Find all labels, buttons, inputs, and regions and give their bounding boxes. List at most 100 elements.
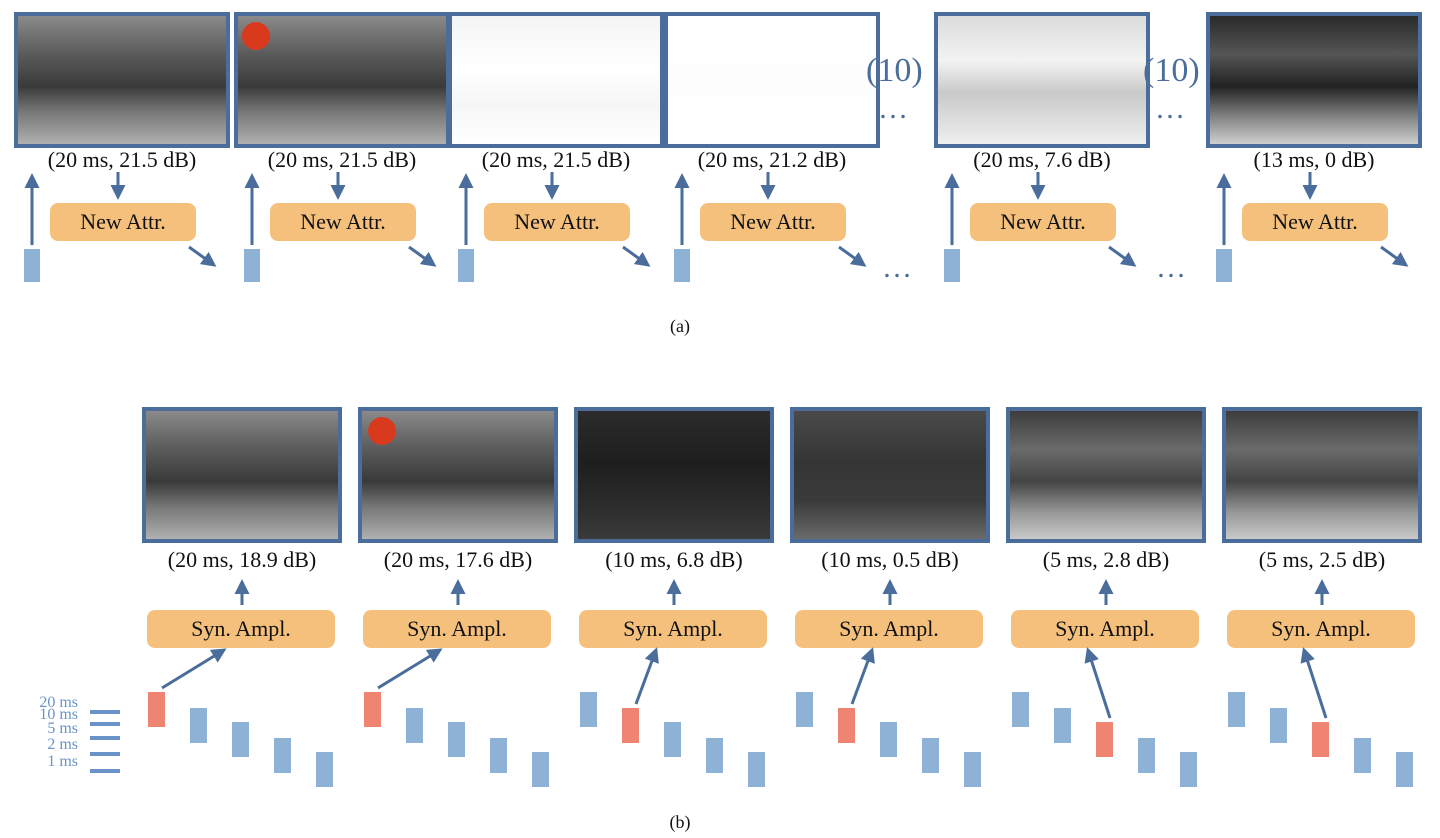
exposure-bar bbox=[1180, 752, 1197, 787]
frame-caption: (20 ms, 21.5 dB) bbox=[47, 147, 197, 172]
frame-image bbox=[1206, 12, 1422, 148]
exposure-bar bbox=[448, 722, 465, 757]
next-step-arrow bbox=[622, 245, 651, 267]
scene-image bbox=[146, 411, 338, 539]
ellipsis: … bbox=[1155, 92, 1188, 125]
scene-image bbox=[794, 411, 986, 539]
frame-caption: (20 ms, 21.5 dB) bbox=[267, 147, 417, 172]
exposure-bar bbox=[274, 738, 291, 773]
exposure-bar bbox=[964, 752, 981, 787]
frame-caption: (20 ms, 21.5 dB) bbox=[481, 147, 631, 172]
exposure-scale-label: 20 ms bbox=[39, 694, 78, 711]
exposure-bar bbox=[748, 752, 765, 787]
exposure-scale-label: 5 ms bbox=[47, 720, 78, 737]
exposure-bar bbox=[232, 722, 249, 757]
new-attr-box: New Attr. bbox=[484, 203, 630, 241]
exposure-bar bbox=[1354, 738, 1371, 773]
exposure-scale-tick bbox=[90, 710, 120, 714]
scene-image bbox=[18, 16, 226, 144]
syn-ampl-box: Syn. Ampl. bbox=[363, 610, 551, 648]
frame-image bbox=[790, 407, 990, 543]
scene-image bbox=[668, 16, 876, 144]
frame-caption: (5 ms, 2.8 dB) bbox=[1042, 547, 1170, 572]
new-attr-box: New Attr. bbox=[1242, 203, 1388, 241]
exposure-bar bbox=[944, 249, 960, 282]
bar-to-box-arrow bbox=[634, 647, 659, 705]
exposure-scale-tick bbox=[90, 752, 120, 756]
exposure-bar bbox=[1228, 692, 1245, 727]
new-attr-box: New Attr. bbox=[700, 203, 846, 241]
scene-image bbox=[578, 411, 770, 539]
scene-image bbox=[938, 16, 1146, 144]
panel-b-label: (b) bbox=[669, 812, 691, 832]
exposure-scale-label: 1 ms bbox=[47, 753, 78, 770]
exposure-bar bbox=[1396, 752, 1413, 787]
bar-to-box-arrow bbox=[850, 647, 875, 705]
frame-image bbox=[358, 407, 558, 543]
scene-image bbox=[452, 16, 660, 144]
exposure-bar bbox=[532, 752, 549, 787]
exposure-scale-tick bbox=[90, 736, 120, 740]
exposure-bar bbox=[244, 249, 260, 282]
frame-image bbox=[234, 12, 450, 148]
bar-to-box-arrow bbox=[1300, 647, 1328, 719]
next-step-arrow bbox=[1380, 245, 1409, 267]
exposure-bar bbox=[922, 738, 939, 773]
syn-ampl-box: Syn. Ampl. bbox=[147, 610, 335, 648]
frame-caption: (10 ms, 0.5 dB) bbox=[821, 547, 959, 572]
selected-exposure-bar bbox=[1312, 722, 1329, 757]
marker-dot bbox=[368, 417, 396, 445]
exposure-bar bbox=[24, 249, 40, 282]
syn-ampl-box: Syn. Ampl. bbox=[1011, 610, 1199, 648]
exposure-bar bbox=[1012, 692, 1029, 727]
next-step-arrow bbox=[1108, 245, 1137, 267]
syn-ampl-box: Syn. Ampl. bbox=[579, 610, 767, 648]
exposure-bar bbox=[1270, 708, 1287, 743]
frame-caption: (10 ms, 6.8 dB) bbox=[605, 547, 743, 572]
frame-caption: (5 ms, 2.5 dB) bbox=[1258, 547, 1386, 572]
exposure-bar bbox=[1138, 738, 1155, 773]
ellipsis: … bbox=[1156, 251, 1189, 284]
exposure-bar bbox=[880, 722, 897, 757]
exposure-bar bbox=[664, 722, 681, 757]
exposure-bar bbox=[706, 738, 723, 773]
exposure-bar bbox=[1216, 249, 1232, 282]
next-step-arrow bbox=[408, 245, 437, 267]
selected-exposure-bar bbox=[148, 692, 165, 727]
repeat-count-label: (10) bbox=[866, 52, 923, 89]
frame-caption: (20 ms, 21.2 dB) bbox=[697, 147, 847, 172]
exposure-bar bbox=[458, 249, 474, 282]
exposure-scale-tick bbox=[90, 769, 120, 773]
frame-image bbox=[664, 12, 880, 148]
frame-caption: (20 ms, 17.6 dB) bbox=[383, 547, 533, 572]
exposure-bar bbox=[190, 708, 207, 743]
new-attr-box: New Attr. bbox=[270, 203, 416, 241]
next-step-arrow bbox=[838, 245, 867, 267]
frame-image bbox=[1222, 407, 1422, 543]
selected-exposure-bar bbox=[838, 708, 855, 743]
scene-image bbox=[238, 16, 446, 144]
frame-image bbox=[448, 12, 664, 148]
syn-ampl-box: Syn. Ampl. bbox=[1227, 610, 1415, 648]
new-attr-box: New Attr. bbox=[970, 203, 1116, 241]
new-attr-box: New Attr. bbox=[50, 203, 196, 241]
frame-image bbox=[1006, 407, 1206, 543]
exposure-bar bbox=[406, 708, 423, 743]
frame-image bbox=[14, 12, 230, 148]
frame-caption: (13 ms, 0 dB) bbox=[1253, 147, 1375, 172]
exposure-scale-label: 10 ms bbox=[39, 706, 78, 723]
selected-exposure-bar bbox=[1096, 722, 1113, 757]
frame-image bbox=[574, 407, 774, 543]
scene-image bbox=[1210, 16, 1418, 144]
selected-exposure-bar bbox=[622, 708, 639, 743]
exposure-bar bbox=[1054, 708, 1071, 743]
frame-image bbox=[142, 407, 342, 543]
bar-to-box-arrow bbox=[1084, 647, 1112, 719]
exposure-scale-label: 2 ms bbox=[47, 736, 78, 753]
exposure-bar bbox=[316, 752, 333, 787]
bar-to-box-arrow bbox=[377, 648, 443, 690]
marker-dot bbox=[242, 22, 270, 50]
next-step-arrow bbox=[188, 245, 217, 267]
exposure-scale-tick bbox=[90, 722, 120, 726]
